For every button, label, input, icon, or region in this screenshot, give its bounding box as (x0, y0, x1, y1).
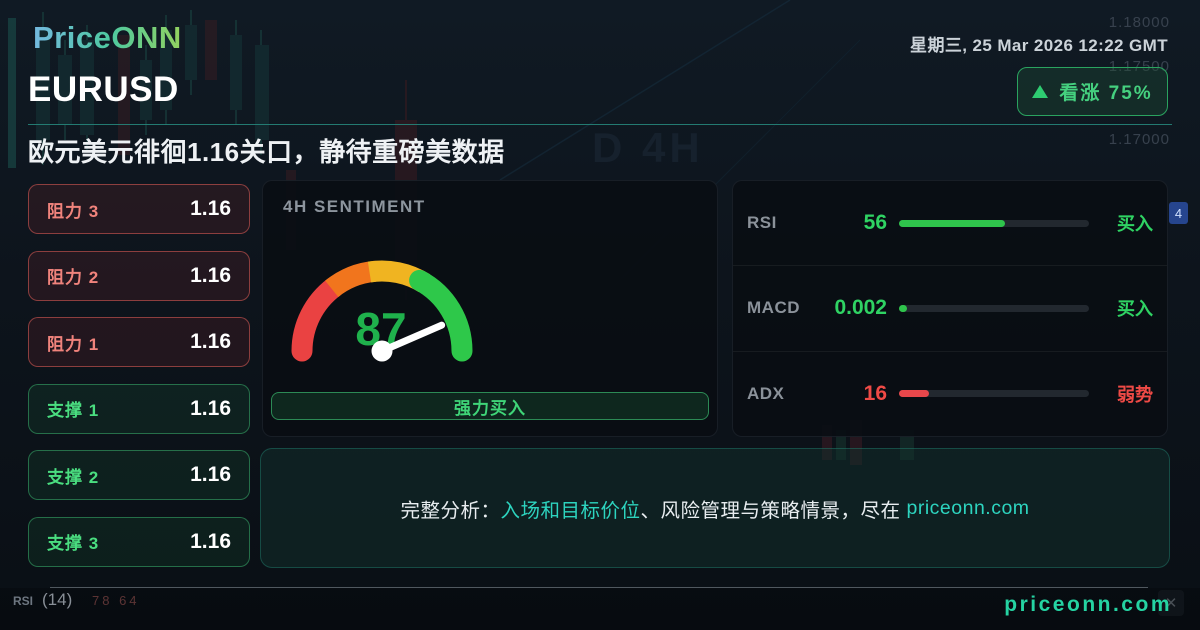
level-label: 阻力 1 (47, 334, 100, 354)
indicator-row-macd: MACD 0.002 买入 (733, 265, 1167, 350)
cta-prefix: 完整分析： (400, 499, 501, 522)
header-divider (28, 124, 1172, 125)
footer-site-link[interactable]: priceonn.com (1004, 593, 1172, 616)
up-triangle-icon (1032, 85, 1049, 98)
level-value: 1.16 (190, 396, 231, 420)
level-label: 支撑 1 (47, 401, 100, 421)
background-rsi-label: RSI (13, 594, 34, 608)
indicator-signal: 弱势 (1117, 384, 1153, 405)
level-row-resistance: 阻力 2 1.16 (28, 250, 250, 301)
bias-badge-label: 看涨 75% (1059, 83, 1153, 104)
background-price-label: 1.18000 (1108, 14, 1170, 31)
level-label: 阻力 2 (47, 268, 100, 288)
indicator-signal: 买入 (1117, 299, 1153, 320)
gauge-hub (371, 340, 393, 362)
indicator-bar-fill (899, 390, 930, 398)
cta-panel: 完整分析： 入场和目标价位 、风险管理与策略情景，尽在 priceonn.com (260, 448, 1170, 568)
level-value: 1.16 (190, 330, 231, 354)
level-value: 1.16 (190, 463, 231, 487)
indicators-panel: RSI 56 买入 MACD 0.002 买入 ADX 16 弱势 (732, 180, 1168, 437)
indicator-value: 0.002 (834, 296, 887, 320)
cta-site-link[interactable]: priceonn.com (906, 496, 1030, 519)
brand-logo: PriceONN (33, 20, 182, 55)
level-value: 1.16 (190, 197, 231, 220)
indicator-value: 56 (863, 211, 887, 235)
cta-highlight-link[interactable]: 入场和目标价位 (500, 499, 641, 522)
background-rsi-values: 78 64 (92, 593, 140, 608)
level-label: 阻力 3 (47, 201, 100, 221)
indicator-bar (899, 304, 1089, 312)
indicator-row-rsi: RSI 56 买入 (733, 181, 1167, 265)
levels-list: 阻力 3 1.16 阻力 2 1.16 阻力 1 1.16 支撑 1 1.16 支撑 2 1.16… (28, 184, 250, 567)
indicator-row-adx: ADX 16 弱势 (733, 350, 1167, 436)
background-price-label: 1.17000 (1108, 131, 1170, 148)
level-row-support: 支撑 1 1.16 (28, 383, 250, 434)
background-price-label: 1.17500 (1108, 58, 1170, 75)
footer-divider (50, 587, 1148, 588)
sentiment-panel: 4H SENTIMENT 87 强力买入 (262, 180, 718, 437)
level-label: 支撑 2 (47, 467, 100, 487)
level-row-resistance: 阻力 1 1.16 (28, 317, 250, 368)
background-price-badge: 4 (1169, 202, 1188, 224)
indicator-signal: 买入 (1117, 214, 1153, 235)
symbol-title: EURUSD (28, 70, 179, 109)
indicator-bar-fill (899, 304, 907, 312)
sentiment-panel-title: 4H SENTIMENT (283, 197, 426, 216)
close-icon: ✕ (1158, 590, 1184, 616)
datetime-label: 星期三, 25 Mar 2026 12:22 GMT (910, 36, 1168, 55)
footer-shade (0, 588, 1200, 630)
indicator-bar (899, 390, 1089, 398)
indicator-value: 16 (863, 381, 887, 405)
indicator-bar (899, 219, 1089, 227)
background-timeframe-watermark: D 4H (592, 124, 704, 171)
sentiment-gauge: 87 (291, 260, 473, 362)
indicator-name: MACD (747, 298, 800, 318)
bias-badge: 看涨 75% (1017, 67, 1168, 116)
indicator-bar-fill (899, 219, 1006, 227)
cta-middle: 、风险管理与策略情景，尽在 (640, 499, 901, 522)
level-row-support: 支撑 3 1.16 (28, 516, 250, 567)
gauge-needle (378, 321, 446, 355)
level-label: 支撑 3 (47, 534, 100, 554)
indicator-name: ADX (747, 383, 785, 403)
level-value: 1.16 (190, 263, 231, 287)
level-value: 1.16 (190, 529, 231, 553)
verdict-button[interactable]: 强力买入 (271, 392, 709, 420)
indicator-name: RSI (747, 213, 777, 233)
headline: 欧元美元徘徊1.16关口，静待重磅美数据 (28, 137, 505, 167)
level-row-support: 支撑 2 1.16 (28, 450, 250, 501)
background-rsi-period: (14) (42, 590, 73, 609)
level-row-resistance: 阻力 3 1.16 (28, 184, 250, 234)
